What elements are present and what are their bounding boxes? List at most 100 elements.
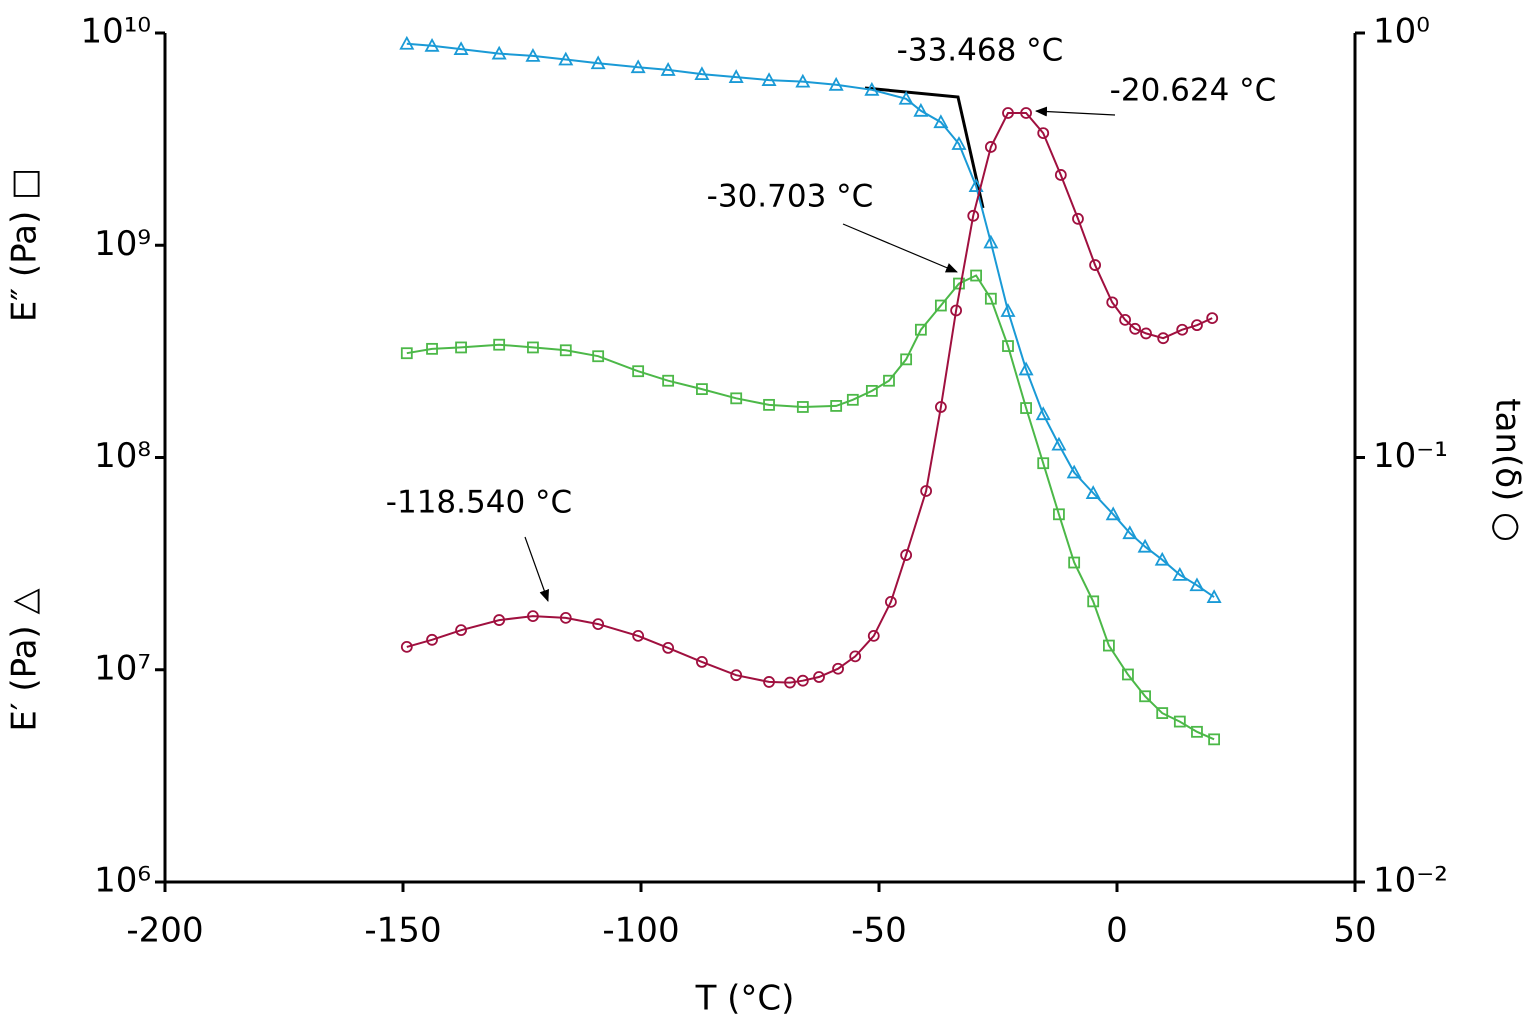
marker xyxy=(898,90,914,105)
marker xyxy=(527,341,539,354)
annotation-arrow xyxy=(842,223,958,273)
marker xyxy=(934,401,947,413)
marker xyxy=(1051,436,1067,451)
y-tick-label: 10⁸ xyxy=(94,436,151,476)
marker xyxy=(830,400,843,412)
marker xyxy=(1066,464,1082,479)
x-tick-label: 0 xyxy=(1106,911,1128,951)
marker xyxy=(1054,169,1067,181)
marker xyxy=(662,642,675,654)
marker xyxy=(1122,525,1138,540)
marker xyxy=(967,209,980,222)
y-axis-title: E″ (Pa) □ xyxy=(5,168,45,322)
marker xyxy=(920,485,933,497)
marker xyxy=(696,655,708,668)
marker xyxy=(1129,322,1141,335)
marker xyxy=(400,640,413,653)
marker xyxy=(1002,340,1014,352)
marker xyxy=(1002,107,1014,119)
annotation-arrow xyxy=(524,536,549,602)
marker xyxy=(934,299,947,312)
y2-tick-label: 10⁻¹ xyxy=(1373,436,1448,476)
x-tick-label: -50 xyxy=(851,911,907,951)
series-line xyxy=(406,42,1215,598)
marker xyxy=(864,81,880,96)
y2-tick-label: 10⁰ xyxy=(1373,12,1430,52)
marker xyxy=(795,73,811,88)
marker xyxy=(796,674,809,687)
marker xyxy=(1191,725,1203,738)
marker xyxy=(696,383,708,396)
marker xyxy=(424,37,440,52)
marker xyxy=(559,344,572,357)
marker xyxy=(950,304,963,317)
marker xyxy=(730,392,743,405)
marker xyxy=(1119,313,1131,326)
annotation: -30.703 °C xyxy=(707,179,874,215)
marker xyxy=(1037,127,1050,140)
marker xyxy=(1000,303,1016,317)
marker xyxy=(951,136,967,150)
marker xyxy=(1018,361,1034,376)
marker xyxy=(491,45,507,60)
marker xyxy=(660,62,676,76)
marker xyxy=(1154,551,1170,566)
marker xyxy=(900,549,913,561)
marker xyxy=(694,66,710,81)
marker xyxy=(1122,668,1134,681)
marker xyxy=(728,69,744,83)
y-tick-label: 10⁹ xyxy=(94,224,151,264)
marker xyxy=(1085,485,1101,499)
annotation: -118.540 °C xyxy=(386,485,572,521)
marker xyxy=(983,234,999,249)
y-tick-label: 10⁶ xyxy=(94,861,151,901)
marker xyxy=(885,595,897,608)
marker xyxy=(455,624,467,637)
x-tick-label: -200 xyxy=(126,911,203,951)
marker xyxy=(1173,715,1186,728)
marker xyxy=(632,365,645,378)
marker xyxy=(1035,406,1051,421)
marker xyxy=(984,292,997,305)
marker xyxy=(592,618,605,631)
y-axis-title: E′ (Pa) △ xyxy=(5,587,45,731)
marker xyxy=(984,141,997,153)
series-line xyxy=(406,112,1213,684)
marker xyxy=(784,676,796,689)
marker xyxy=(453,41,469,55)
marker xyxy=(763,676,775,688)
marker xyxy=(399,35,415,50)
marker xyxy=(1053,508,1065,521)
marker xyxy=(1176,323,1189,336)
marker xyxy=(1139,690,1151,703)
marker xyxy=(426,633,438,646)
marker xyxy=(865,384,878,397)
marker xyxy=(592,350,605,363)
x-tick-label: -100 xyxy=(602,911,679,951)
y2-axis-title: tan(δ) ○ xyxy=(1488,398,1528,542)
marker xyxy=(796,401,809,413)
marker xyxy=(558,51,574,66)
marker xyxy=(590,55,606,70)
marker xyxy=(1072,212,1084,225)
marker xyxy=(968,178,984,192)
marker xyxy=(1189,577,1205,592)
marker xyxy=(763,398,775,411)
annotation-arrow xyxy=(1035,106,1116,117)
marker xyxy=(662,374,675,387)
marker xyxy=(632,629,645,642)
marker xyxy=(525,48,541,62)
marker xyxy=(1191,319,1203,332)
marker xyxy=(1068,556,1081,569)
x-tick-label: 50 xyxy=(1333,911,1376,951)
y-tick-label: 10⁷ xyxy=(94,648,151,688)
marker xyxy=(1089,259,1102,271)
marker xyxy=(1020,107,1032,119)
marker xyxy=(1208,733,1221,746)
marker xyxy=(1137,538,1153,553)
marker xyxy=(1105,506,1121,521)
x-tick-label: -150 xyxy=(364,911,441,951)
annotation: -20.624 °C xyxy=(1110,73,1277,109)
marker xyxy=(1106,296,1119,309)
